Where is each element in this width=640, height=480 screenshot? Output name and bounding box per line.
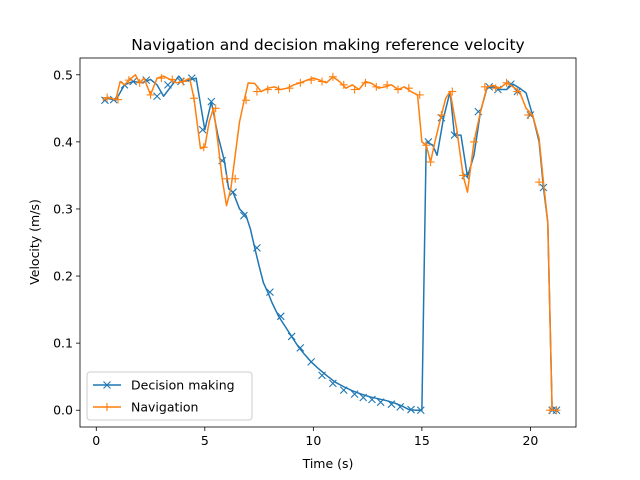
- plot-area: [80, 58, 576, 427]
- x-axis-label: Time (s): [302, 456, 354, 471]
- navigation-point: [146, 90, 155, 99]
- decision-making-point: [287, 332, 296, 341]
- navigation-point: [535, 178, 544, 187]
- decision-making-point: [376, 398, 385, 407]
- chart-title: Navigation and decision making reference…: [131, 36, 524, 54]
- decision-making-point: [276, 312, 285, 321]
- navigation-point: [103, 93, 112, 102]
- navigation-point: [179, 77, 188, 86]
- legend-decision-making-marker: [103, 381, 111, 389]
- navigation-point: [124, 76, 133, 85]
- x-axis: 0 5 10 15 20: [92, 427, 538, 448]
- navigation-point: [437, 111, 446, 120]
- decision-making-point: [359, 393, 368, 402]
- navigation-line: [102, 74, 557, 411]
- navigation-point: [157, 74, 166, 83]
- navigation-point: [404, 84, 413, 93]
- decision-making-point: [307, 358, 316, 366]
- navigation-point: [252, 87, 261, 96]
- navigation-point: [274, 85, 283, 94]
- y-tick-label: 0.4: [53, 134, 73, 149]
- navigation-point: [350, 85, 359, 94]
- navigation-point: [231, 174, 240, 183]
- decision-making-point: [339, 386, 348, 394]
- y-tick-label: 0.1: [53, 336, 73, 351]
- x-tick-label: 0: [92, 433, 100, 448]
- y-axis: 0.0 0.1 0.2 0.3 0.4 0.5: [53, 67, 80, 418]
- navigation-point: [552, 406, 561, 415]
- navigation-point: [513, 87, 522, 96]
- navigation-point: [113, 95, 122, 104]
- y-tick-label: 0.5: [53, 67, 73, 82]
- decision-making-point: [198, 125, 207, 134]
- navigation-point: [339, 80, 348, 89]
- series-navigation: [102, 72, 561, 415]
- navigation-point: [135, 78, 144, 87]
- navigation-point: [242, 96, 251, 105]
- legend-decision-making-label: Decision making: [131, 378, 235, 393]
- navigation-point: [318, 77, 327, 86]
- decision-making-point: [266, 288, 274, 297]
- navigation-point: [394, 85, 403, 94]
- navigation-point: [469, 137, 478, 146]
- y-tick-label: 0.3: [53, 201, 73, 216]
- legend-navigation-label: Navigation: [131, 400, 198, 415]
- series-layer: [101, 72, 561, 415]
- decision-making-point: [396, 402, 405, 411]
- y-tick-label: 0.0: [53, 403, 73, 418]
- navigation-point: [296, 78, 305, 87]
- decision-making-point: [207, 97, 216, 106]
- decision-making-point: [153, 92, 161, 101]
- legend-navigation-marker: [103, 403, 111, 411]
- decision-making-point: [239, 211, 248, 220]
- legend-box: [86, 371, 253, 421]
- navigation-point: [328, 72, 337, 81]
- decision-making-point: [387, 400, 396, 409]
- decision-making-point: [328, 379, 337, 388]
- navigation-point: [168, 75, 177, 84]
- navigation-point: [491, 84, 500, 93]
- navigation-point: [222, 174, 231, 183]
- navigation-point: [524, 111, 533, 120]
- y-tick-label: 0.2: [53, 269, 73, 284]
- navigation-point: [263, 85, 272, 94]
- decision-making-point: [164, 80, 172, 89]
- decision-making-point: [416, 406, 425, 415]
- navigation-point: [422, 141, 431, 150]
- navigation-point: [415, 90, 424, 99]
- navigation-point: [211, 104, 220, 113]
- navigation-point: [480, 82, 489, 91]
- x-tick-label: 20: [522, 433, 538, 448]
- y-axis-label: Velocity (m/s): [27, 199, 42, 285]
- x-tick-label: 5: [201, 433, 209, 448]
- navigation-point: [502, 78, 511, 87]
- navigation-point: [285, 84, 294, 93]
- navigation-point: [383, 80, 392, 89]
- axes-frame: [79, 57, 577, 428]
- navigation-point: [189, 94, 198, 103]
- navigation-point: [372, 82, 381, 91]
- navigation-point: [459, 171, 468, 180]
- x-tick-label: 15: [414, 433, 430, 448]
- navigation-point: [361, 78, 370, 87]
- decision-making-point: [253, 243, 261, 252]
- decision-making-point: [296, 343, 305, 352]
- legend: Decision making Navigation: [86, 371, 253, 421]
- navigation-point: [199, 143, 208, 152]
- navigation-point: [426, 157, 435, 166]
- navigation-point: [307, 76, 316, 85]
- decision-making-point: [318, 371, 326, 380]
- x-tick-label: 10: [305, 433, 321, 448]
- decision-making-point: [407, 405, 415, 414]
- decision-making-point: [350, 390, 359, 399]
- decision-making-point: [368, 395, 376, 404]
- navigation-point: [448, 87, 457, 96]
